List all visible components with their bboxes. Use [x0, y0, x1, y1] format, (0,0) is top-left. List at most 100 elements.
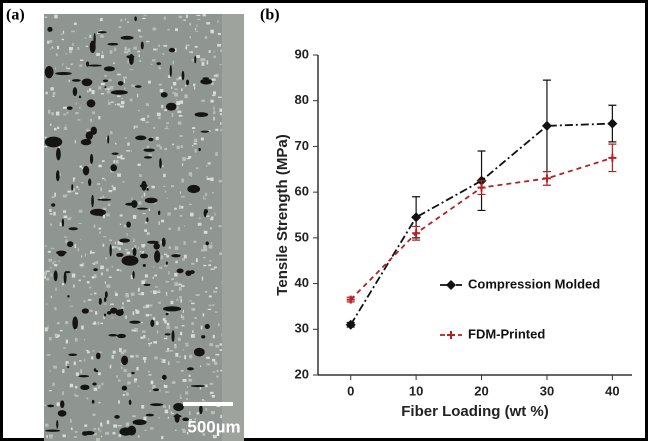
texture [111, 355, 114, 359]
texture [98, 372, 101, 376]
texture [166, 255, 169, 258]
texture [146, 186, 149, 189]
pore [189, 270, 195, 274]
pore [154, 250, 161, 263]
texture [107, 101, 111, 105]
texture [179, 356, 181, 358]
texture [46, 435, 48, 439]
texture [201, 58, 206, 61]
pore [57, 410, 67, 417]
texture [206, 165, 208, 167]
pore [204, 323, 210, 330]
texture [124, 87, 126, 90]
texture [84, 339, 86, 341]
y-tick-label: 40 [295, 275, 309, 290]
texture [196, 55, 201, 58]
texture [154, 274, 158, 277]
texture [78, 222, 82, 224]
texture [48, 258, 53, 262]
texture [75, 192, 79, 195]
pore [81, 78, 93, 87]
texture [54, 67, 56, 70]
texture [171, 113, 174, 117]
texture [50, 223, 53, 226]
texture [164, 190, 167, 193]
texture [132, 415, 136, 417]
texture [179, 396, 182, 399]
texture [69, 305, 74, 307]
texture [189, 354, 193, 359]
texture [207, 308, 212, 311]
texture [155, 321, 159, 326]
texture [148, 304, 153, 307]
texture [148, 343, 151, 347]
texture [92, 350, 95, 352]
texture [185, 45, 188, 50]
pore [121, 385, 128, 391]
texture [49, 213, 53, 215]
texture [157, 417, 160, 419]
pore [146, 240, 159, 244]
texture [184, 94, 188, 99]
texture [61, 282, 65, 286]
texture [162, 185, 166, 187]
texture [141, 195, 143, 199]
texture [126, 392, 129, 396]
texture [158, 116, 161, 120]
texture [201, 276, 204, 280]
y-tick-label: 50 [295, 229, 309, 244]
texture [62, 391, 64, 395]
texture [166, 322, 170, 326]
texture [114, 241, 116, 245]
texture [161, 104, 164, 109]
texture [92, 111, 95, 115]
texture [179, 208, 181, 210]
texture [54, 192, 56, 197]
texture [134, 309, 138, 311]
texture [123, 390, 127, 393]
texture [93, 261, 98, 264]
texture [148, 80, 151, 84]
texture [215, 353, 220, 356]
texture [131, 84, 135, 87]
texture [118, 379, 121, 382]
texture [139, 251, 141, 253]
texture [212, 371, 216, 373]
texture [69, 419, 72, 423]
texture [69, 216, 72, 218]
texture [181, 178, 185, 183]
texture [175, 260, 178, 264]
texture [171, 381, 176, 384]
texture [171, 185, 175, 187]
pore [199, 404, 203, 415]
pore [53, 270, 58, 282]
pore [90, 208, 106, 216]
texture [52, 95, 55, 98]
texture [130, 355, 134, 358]
pore [56, 250, 67, 255]
texture [156, 144, 161, 147]
texture [71, 187, 76, 192]
texture [188, 411, 191, 415]
texture [49, 370, 51, 373]
texture [138, 435, 140, 438]
texture [69, 50, 72, 54]
texture [125, 315, 127, 320]
texture [192, 330, 194, 333]
texture [79, 165, 83, 168]
legend-label: Compression Molded [468, 276, 600, 291]
texture [138, 110, 140, 112]
texture [126, 251, 130, 255]
texture [54, 263, 58, 267]
pore [200, 78, 213, 85]
texture [194, 418, 196, 420]
texture [57, 146, 61, 149]
texture [141, 405, 145, 409]
texture [124, 17, 127, 21]
texture [215, 344, 219, 348]
texture [137, 93, 139, 98]
texture [206, 363, 211, 366]
texture [191, 322, 194, 326]
texture [166, 122, 170, 125]
y-tick-label: 80 [295, 92, 309, 107]
